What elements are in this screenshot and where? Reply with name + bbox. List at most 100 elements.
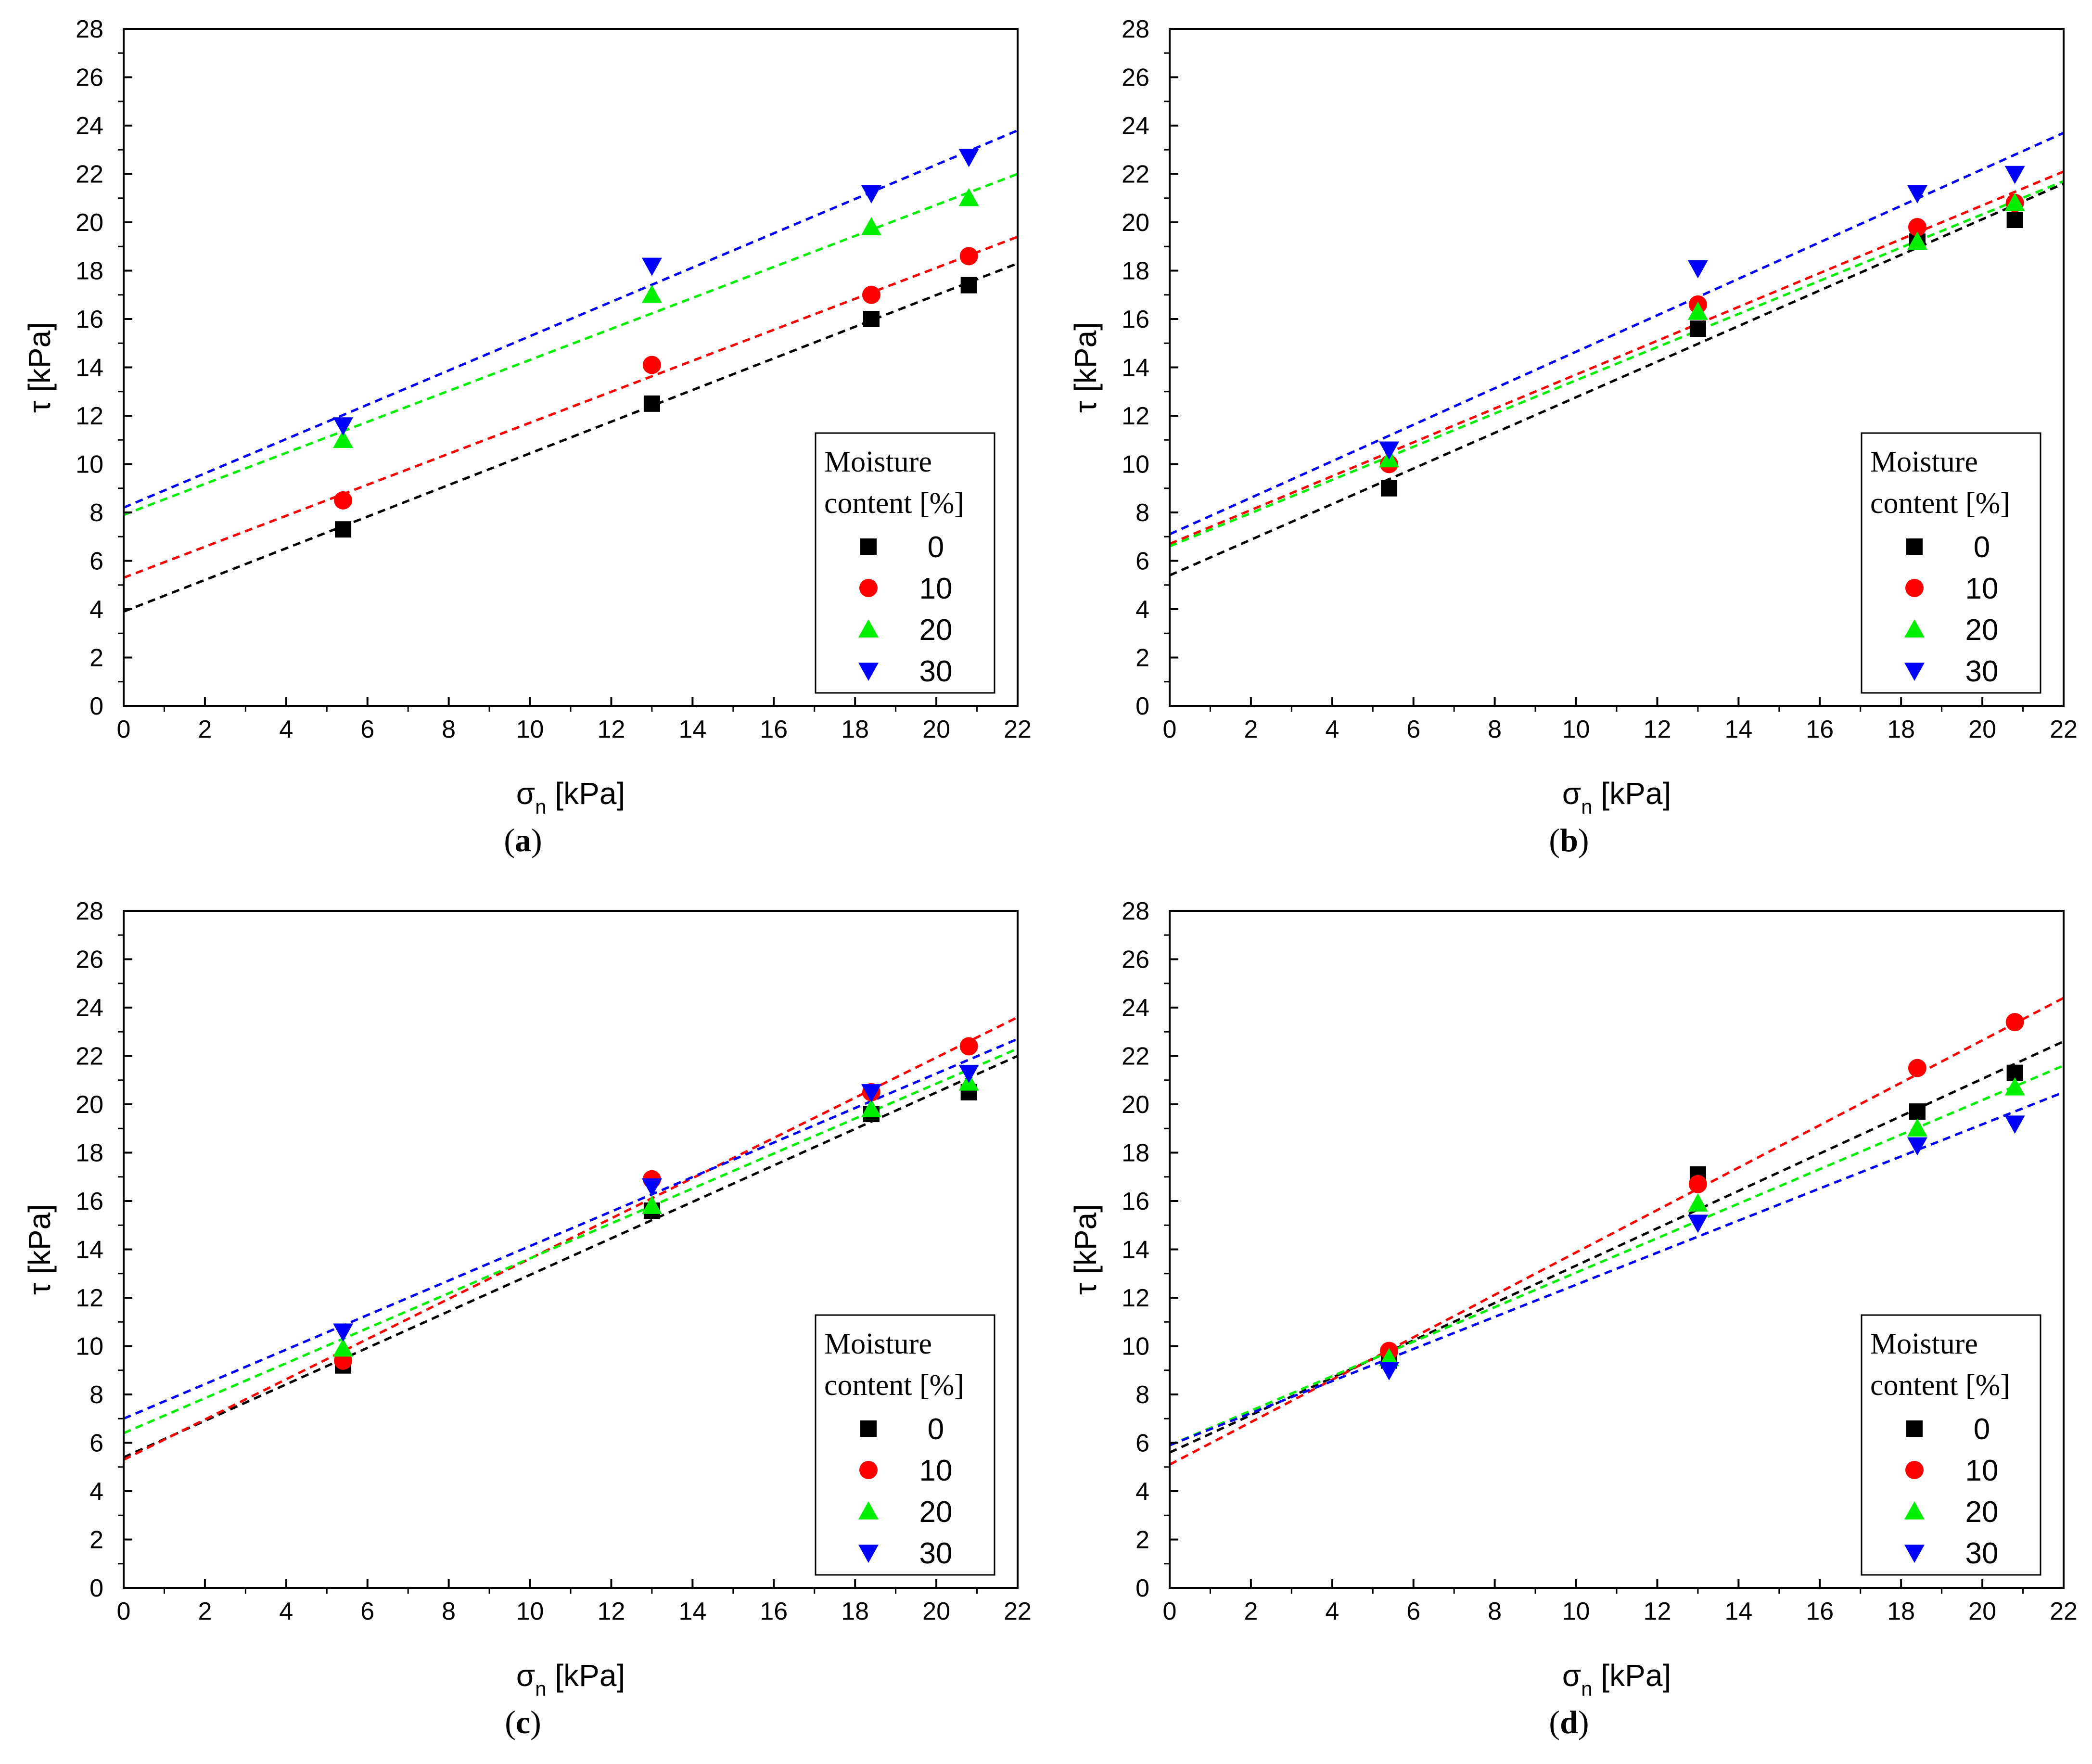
data-point-0 bbox=[1689, 320, 1706, 337]
legend-marker-0 bbox=[1906, 1420, 1923, 1437]
data-point-10 bbox=[642, 356, 661, 374]
panel-caption-c: (c) bbox=[505, 1704, 541, 1740]
x-tick-label: 8 bbox=[1488, 1598, 1502, 1625]
data-point-20 bbox=[1907, 1118, 1927, 1137]
x-axis-title: σn [kPa] bbox=[1562, 1658, 1671, 1700]
y-tick-label: 10 bbox=[76, 451, 103, 479]
data-point-30 bbox=[1687, 260, 1708, 279]
legend-label-30: 30 bbox=[919, 655, 953, 688]
x-tick-label: 12 bbox=[1644, 716, 1671, 743]
legend-marker-0 bbox=[860, 538, 877, 555]
y-tick-label: 14 bbox=[1122, 354, 1149, 382]
panel-caption-d: (d) bbox=[1549, 1704, 1589, 1740]
y-tick-label: 22 bbox=[1122, 161, 1149, 189]
fit-line-30 bbox=[1169, 1091, 2064, 1446]
legend-box bbox=[1861, 432, 2041, 694]
data-point-20 bbox=[333, 1338, 354, 1357]
data-point-30 bbox=[641, 257, 662, 276]
legend-marker-30 bbox=[858, 1545, 879, 1563]
y-tick-label: 14 bbox=[76, 354, 103, 382]
x-axis-subscript: n bbox=[535, 1677, 546, 1700]
x-tick-label: 8 bbox=[442, 1598, 456, 1625]
x-tick-label: 12 bbox=[598, 716, 625, 743]
data-point-10 bbox=[862, 285, 880, 304]
y-tick-label: 26 bbox=[76, 946, 103, 974]
x-tick-label: 18 bbox=[1887, 1598, 1915, 1625]
legend-marker-20 bbox=[1904, 1501, 1925, 1520]
y-axis-title: τ [kPa] bbox=[22, 1204, 57, 1295]
legend-label-0: 0 bbox=[928, 531, 944, 564]
data-point-0 bbox=[960, 277, 977, 294]
x-axis-unit: [kPa] bbox=[547, 776, 625, 811]
y-tick-label: 2 bbox=[1135, 1526, 1149, 1554]
x-tick-label: 20 bbox=[1968, 716, 1996, 743]
fit-line-0 bbox=[123, 1055, 1019, 1458]
x-tick-label: 22 bbox=[1004, 1598, 1032, 1625]
x-tick-label: 18 bbox=[1887, 716, 1915, 743]
panel-caption-letter: c bbox=[515, 1704, 531, 1740]
legend: Moisture content [%] 0 10 20 30 bbox=[1861, 432, 2041, 694]
x-tick-label: 6 bbox=[360, 1598, 374, 1625]
y-tick-label: 26 bbox=[1122, 946, 1149, 974]
x-tick-label: 6 bbox=[1406, 1598, 1420, 1625]
data-point-0 bbox=[643, 395, 660, 412]
legend-box bbox=[815, 432, 995, 694]
panel-caption-letter: a bbox=[515, 822, 531, 858]
y-tick-label: 8 bbox=[89, 1381, 103, 1409]
y-tick-label: 4 bbox=[89, 596, 103, 624]
data-point-30 bbox=[1687, 1214, 1708, 1233]
x-tick-label: 4 bbox=[1325, 1598, 1339, 1625]
data-point-0 bbox=[1909, 1103, 1926, 1120]
y-axis-title: τ [kPa] bbox=[1068, 322, 1103, 413]
x-axis-symbol: σ bbox=[1562, 776, 1582, 811]
y-tick-label: 18 bbox=[1122, 1139, 1149, 1167]
x-tick-label: 14 bbox=[1724, 1598, 1752, 1625]
x-tick-label: 8 bbox=[442, 716, 456, 743]
x-tick-label: 20 bbox=[922, 716, 950, 743]
data-point-0 bbox=[1381, 480, 1398, 497]
legend-label-20: 20 bbox=[1965, 1496, 1999, 1529]
data-point-0 bbox=[863, 311, 880, 327]
legend-title-line2: content [%] bbox=[824, 1369, 964, 1402]
panel-caption-letter: d bbox=[1560, 1704, 1578, 1740]
legend-marker-30 bbox=[1904, 1545, 1925, 1563]
x-tick-label: 16 bbox=[760, 1598, 788, 1625]
data-point-20 bbox=[861, 217, 881, 235]
y-tick-label: 10 bbox=[1122, 1333, 1149, 1361]
x-tick-label: 14 bbox=[678, 716, 706, 743]
legend-title-line1: Moisture bbox=[1870, 1328, 1978, 1360]
x-tick-label: 14 bbox=[678, 1598, 706, 1625]
legend-marker-10 bbox=[859, 1461, 878, 1479]
data-point-20 bbox=[333, 430, 354, 448]
x-tick-label: 12 bbox=[1644, 1598, 1671, 1625]
data-point-10 bbox=[334, 491, 353, 510]
x-tick-label: 16 bbox=[1806, 1598, 1834, 1625]
x-tick-label: 8 bbox=[1488, 716, 1502, 743]
y-tick-label: 24 bbox=[76, 994, 103, 1022]
y-tick-label: 0 bbox=[1135, 692, 1149, 720]
x-tick-label: 2 bbox=[1244, 716, 1258, 743]
y-tick-label: 6 bbox=[1135, 1430, 1149, 1457]
x-tick-label: 22 bbox=[2050, 1598, 2078, 1625]
legend-label-20: 20 bbox=[919, 614, 953, 647]
y-tick-label: 16 bbox=[76, 306, 103, 333]
legend-label-30: 30 bbox=[1965, 1537, 1999, 1570]
data-point-0 bbox=[335, 521, 352, 538]
y-tick-label: 16 bbox=[1122, 1188, 1149, 1215]
legend-marker-30 bbox=[1904, 663, 1925, 681]
legend-title-line1: Moisture bbox=[824, 446, 932, 478]
fit-line-30 bbox=[1169, 131, 2065, 536]
data-point-20 bbox=[1907, 231, 1927, 250]
legend-label-0: 0 bbox=[928, 1413, 944, 1446]
legend-label-10: 10 bbox=[1965, 572, 1999, 605]
x-tick-label: 22 bbox=[1004, 716, 1032, 743]
y-tick-label: 14 bbox=[76, 1236, 103, 1264]
x-tick-label: 4 bbox=[279, 1598, 293, 1625]
x-tick-label: 2 bbox=[1244, 1598, 1258, 1625]
y-tick-label: 20 bbox=[76, 1091, 103, 1119]
x-tick-label: 16 bbox=[1806, 716, 1834, 743]
y-tick-label: 16 bbox=[1122, 306, 1149, 333]
y-tick-label: 6 bbox=[89, 1430, 103, 1457]
x-tick-label: 20 bbox=[1968, 1598, 1996, 1625]
y-tick-label: 22 bbox=[76, 1043, 103, 1071]
